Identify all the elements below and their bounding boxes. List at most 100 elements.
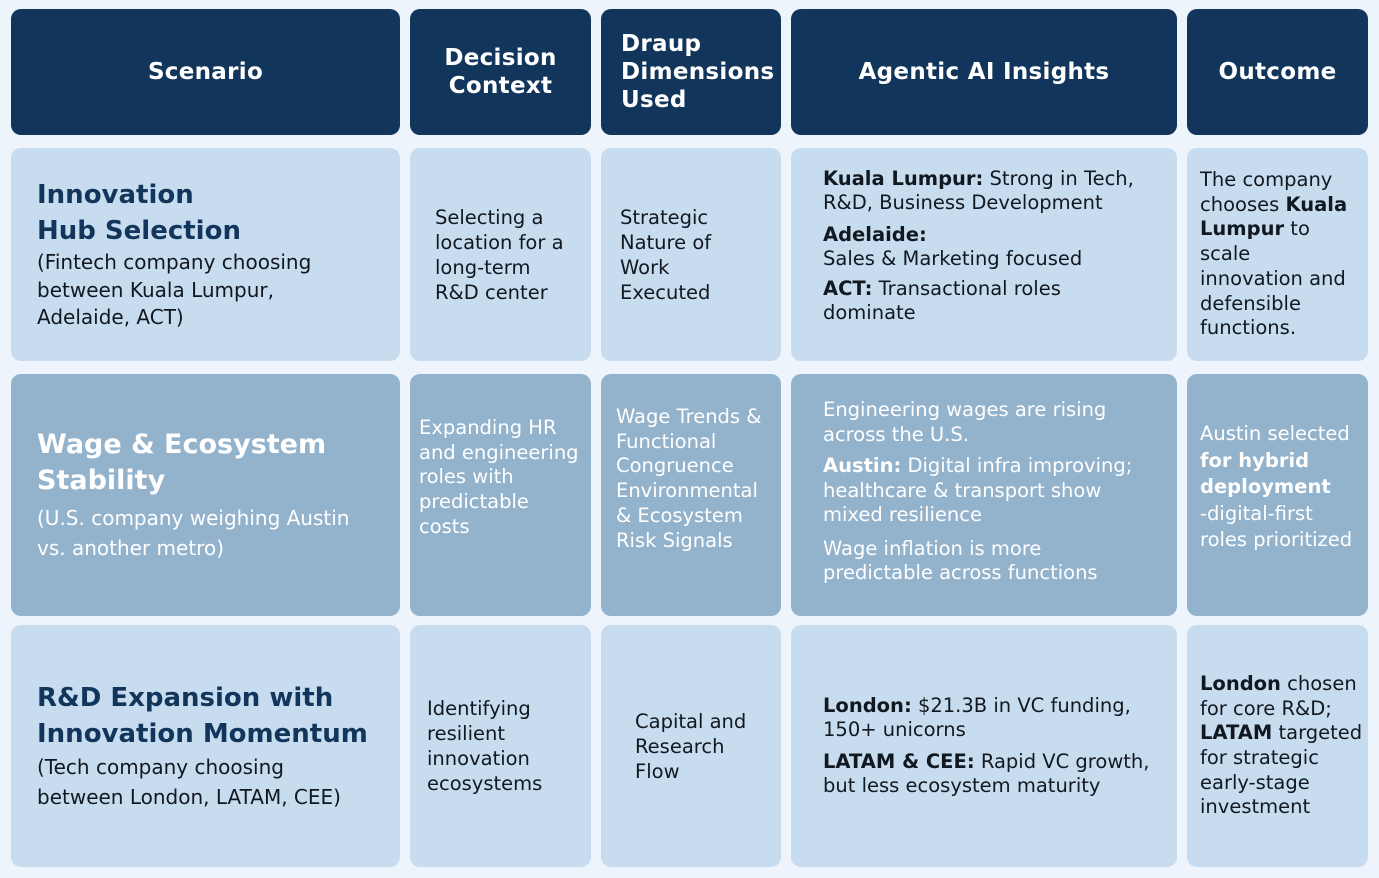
row-2-insight-2-line-2: healthcare & transport show <box>823 478 1102 502</box>
row-2-dimensions-line-4: Environmental <box>616 479 758 503</box>
row-1-scenario-title-line-2: Hub Selection <box>37 216 241 247</box>
row-1-scenario-subtitle: (Fintech company choosing between Kuala … <box>37 249 400 332</box>
header-decision-context-line-1: Decision <box>444 45 557 71</box>
row-1-outcome-line-7: functions. <box>1200 316 1297 340</box>
row-3-insight-2-key: LATAM & CEE: <box>823 749 975 773</box>
row-2-insight-3: Wage inflation is more predictable acros… <box>823 537 1177 586</box>
row-1-insight-3-key: ACT: <box>823 277 873 300</box>
row-3-scenario-subtitle: (Tech company choosing between London, L… <box>37 752 400 812</box>
row-3-decision-context: Identifying resilient innovation ecosyst… <box>410 625 591 867</box>
row-2-scenario-title: Wage & Ecosystem Stability <box>37 427 400 499</box>
row-3-decision-line-4: ecosystems <box>427 772 543 795</box>
row-3-decision-line-1: Identifying <box>427 697 531 720</box>
row-2-insight-2-text: Digital infra improving; <box>901 454 1133 477</box>
row-1-insight-2-cont: Sales & Marketing focused <box>823 247 1083 270</box>
row-1-insight-1-key: Kuala Lumpur: <box>823 167 984 190</box>
row-2-dimensions-line-1: Wage Trends & <box>616 405 762 428</box>
row-2-outcome: Austin selected for hybrid deployment -d… <box>1187 374 1368 616</box>
header-draup-dimensions-line-2: Dimensions <box>621 59 775 85</box>
row-3-insight-1: London: $21.3B in VC funding, 150+ unico… <box>823 694 1177 743</box>
row-3-dimensions-line-1: Capital and <box>635 709 747 733</box>
row-2-dimensions-line-2: Functional <box>616 429 717 453</box>
header-agentic-ai-insights-label: Agentic AI Insights <box>858 59 1110 85</box>
row-2-decision-line-3: roles with <box>419 465 514 489</box>
row-3-insights: London: $21.3B in VC funding, 150+ unico… <box>791 625 1177 867</box>
row-1-decision-line-2: location for a <box>435 230 564 254</box>
row-3-scenario-sub-line-2: between London, LATAM, CEE) <box>37 785 341 809</box>
row-2-decision-context: Expanding HR and engineering roles with … <box>410 374 591 616</box>
row-3-dimensions-line-2: Research <box>635 734 725 758</box>
row-3-decision-line-3: innovation <box>427 747 530 770</box>
row-3-insight-2-text: Rapid VC growth, <box>974 749 1150 773</box>
row-1-insight-1: Kuala Lumpur: Strong in Tech, R&D, Busin… <box>823 167 1177 215</box>
row-2-insight-3-line-1: Wage inflation is more <box>823 536 1042 560</box>
header-draup-dimensions-line-3: Used <box>621 87 687 113</box>
row-2-outcome-line-2: for hybrid <box>1200 448 1310 472</box>
row-1-decision-line-4: R&D center <box>435 280 548 304</box>
row-1-outcome-line-5: innovation and <box>1200 266 1346 290</box>
row-2-scenario-sub-line-2: vs. another metro) <box>37 536 224 560</box>
row-3-scenario-title-line-2: Innovation Momentum <box>37 719 368 749</box>
row-3-insight-1-cont: 150+ unicorns <box>823 718 966 741</box>
header-agentic-ai-insights: Agentic AI Insights <box>791 9 1177 135</box>
row-1-dimensions-line-1: Strategic <box>620 205 709 229</box>
row-2-insight-2: Austin: Digital infra improving; healthc… <box>823 454 1177 528</box>
row-3-decision-line-2: resilient <box>427 722 505 745</box>
row-1-insight-1-text: Strong in Tech, <box>983 167 1134 190</box>
row-3-insight-1-key: London: <box>823 693 912 717</box>
row-2-decision-line-2: and engineering <box>419 440 579 464</box>
row-2-insights: Engineering wages are rising across the … <box>791 374 1177 616</box>
header-draup-dimensions-line-1: Draup <box>621 31 702 57</box>
row-1-scenario-sub-line-2: between Kuala Lumpur, <box>37 277 274 302</box>
row-2-dimensions-line-3: Congruence <box>616 454 734 478</box>
row-3-scenario: R&D Expansion with Innovation Momentum (… <box>11 625 400 867</box>
row-3-scenario-sub-line-1: (Tech company choosing <box>37 755 284 779</box>
header-outcome: Outcome <box>1187 9 1368 135</box>
row-3-outcome-line-3: LATAM targeted <box>1200 721 1363 745</box>
row-2-outcome-line-5: roles prioritized <box>1200 528 1353 551</box>
row-3-outcome-line-2: for core R&D; <box>1200 696 1332 720</box>
row-3-insight-2-cont: but less ecosystem maturity <box>823 774 1101 797</box>
row-2-insight-2-key: Austin: <box>823 454 902 477</box>
row-2-dimensions-line-6: Risk Signals <box>616 528 733 552</box>
row-2-insight-3-line-2: predictable across functions <box>823 561 1098 584</box>
row-1-scenario-title-line-1: Innovation <box>37 180 194 211</box>
row-2-scenario-title-line-2: Stability <box>37 465 166 496</box>
row-1-dimensions-line-3: Work <box>620 255 670 279</box>
row-3-dimensions-line-3: Flow <box>635 759 680 783</box>
row-3-scenario-title-line-1: R&D Expansion with <box>37 683 334 713</box>
row-3-scenario-title: R&D Expansion with Innovation Momentum <box>37 680 400 752</box>
row-3-outcome-line-5: early-stage <box>1200 770 1310 794</box>
row-1-dimensions: Strategic Nature of Work Executed <box>601 148 781 361</box>
row-1-insight-1-cont: R&D, Business Development <box>823 191 1103 214</box>
row-1-scenario: Innovation Hub Selection (Fintech compan… <box>11 148 400 361</box>
row-1-dimensions-line-2: Nature of <box>620 230 712 254</box>
row-1-outcome-line-6: defensible <box>1200 291 1301 315</box>
row-3-outcome-line-4: for strategic <box>1200 746 1319 769</box>
row-2-scenario-title-line-1: Wage & Ecosystem <box>37 429 327 460</box>
row-2-insight-1-line-2: across the U.S. <box>823 422 969 446</box>
row-2-insight-1-line-1: Engineering wages are rising <box>823 398 1107 421</box>
row-2-outcome-line-1: Austin selected <box>1200 422 1350 445</box>
header-decision-context: Decision Context <box>410 9 591 135</box>
row-1-decision-context: Selecting a location for a long-term R&D… <box>410 148 591 361</box>
header-draup-dimensions: Draup Dimensions Used <box>601 9 781 135</box>
row-3-outcome: London chosen for core R&D; LATAM target… <box>1187 625 1368 867</box>
row-1-outcome: The company chooses Kuala Lumpur to scal… <box>1187 148 1368 361</box>
row-2-outcome-line-4: -digital-first <box>1200 501 1313 525</box>
row-3-outcome-line-1: London chosen <box>1200 671 1357 695</box>
row-3-outcome-line-6: investment <box>1200 795 1311 819</box>
row-1-decision-line-3: long-term <box>435 255 531 279</box>
row-2-insight-1: Engineering wages are rising across the … <box>823 398 1177 447</box>
row-2-decision-line-5: costs <box>419 514 470 538</box>
row-1-scenario-title: Innovation Hub Selection <box>37 177 400 249</box>
row-3-insight-2: LATAM & CEE: Rapid VC growth, but less e… <box>823 750 1177 799</box>
header-decision-context-line-2: Context <box>448 73 553 99</box>
row-2-outcome-line-3: deployment <box>1200 475 1331 498</box>
header-scenario-label: Scenario <box>147 59 264 85</box>
row-1-insight-3-cont: dominate <box>823 301 916 324</box>
row-1-insights: Kuala Lumpur: Strong in Tech, R&D, Busin… <box>791 148 1177 361</box>
row-2-dimensions: Wage Trends & Functional Congruence Envi… <box>601 374 781 616</box>
row-1-outcome-line-1: The company <box>1200 168 1333 192</box>
row-3-dimensions: Capital and Research Flow <box>601 625 781 867</box>
